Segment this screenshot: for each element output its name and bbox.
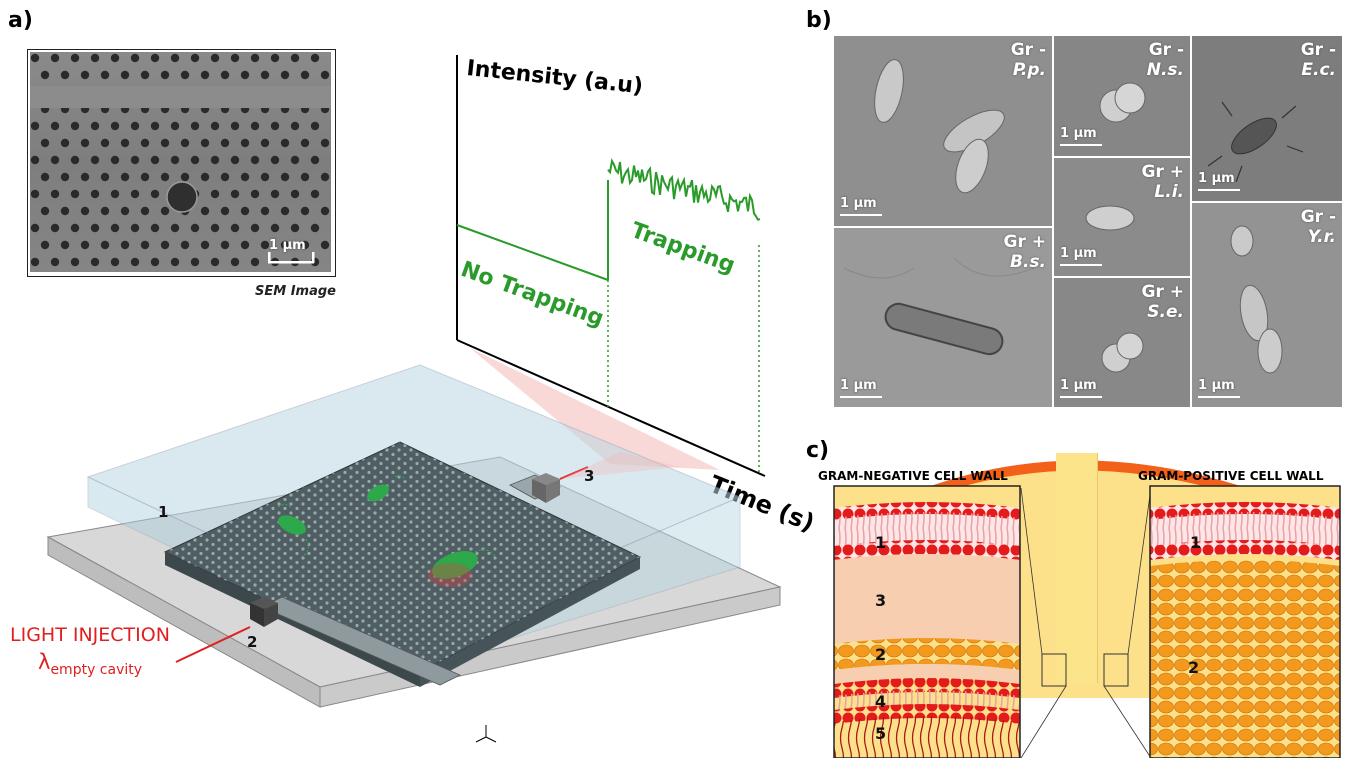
sem-scale-label: 1 μm [269,238,306,253]
tile-pp-species: P.p. [1012,60,1046,80]
tile-se: Gr + S.e. 1 μm [1054,278,1190,407]
tile-bs-gram: Gr + [1003,232,1047,252]
tile-ec-label: Gr - E.c. [1301,40,1336,80]
panel-c-label: c) [806,438,830,463]
tile-li-label: Gr + L.i. [1142,162,1185,202]
tile-pp-scalebar [840,214,882,216]
tile-ns-species: N.s. [1146,60,1184,80]
tile-li-scale: 1 μm [1060,246,1097,261]
tile-yr-scale: 1 μm [1198,378,1235,393]
tile-pp-gram: Gr - [1010,40,1046,60]
output-line [559,466,589,480]
gp-layer-2: 2 [1188,658,1200,677]
tile-ns: Gr - N.s. 1 μm [1054,36,1190,156]
chip-marker-1: 1 [158,503,169,521]
gn-layer-2: 2 [875,645,887,664]
panel-b-label: b) [806,8,832,33]
tile-se-scalebar [1060,396,1102,398]
tile-se-species: S.e. [1147,302,1184,322]
tile-pp-scale: 1 μm [840,196,877,211]
tile-bs: Gr + B.s. 1 μm [834,228,1052,407]
gram-negative-panel [833,485,1021,758]
sem-image-frame: 1 μm [27,49,336,277]
chip-marker-3: 3 [584,467,595,485]
tile-ec-species: E.c. [1301,60,1336,80]
tile-ns-scalebar [1060,144,1102,146]
lambda-symbol: λ [38,650,51,674]
gn-layer-1: 1 [875,533,887,552]
tile-bs-scale: 1 μm [840,378,877,393]
tile-li: Gr + L.i. 1 μm [1054,158,1190,276]
lambda-subscript: empty cavity [50,662,143,678]
tile-ns-gram: Gr - [1148,40,1184,60]
trace-trapping [607,157,761,221]
x-axis [456,339,766,477]
tile-yr-label: Gr - Y.r. [1301,207,1336,247]
tile-ns-scale: 1 μm [1060,126,1097,141]
tile-bs-species: B.s. [1010,252,1046,272]
trace-no-trapping [456,224,609,281]
tile-ec-scale: 1 μm [1198,171,1235,186]
gram-positive-title: GRAM-POSITIVE CELL WALL [1138,469,1324,483]
tile-pp: Gr - P.p. 1 μm [834,36,1052,226]
chip-marker-2: 2 [247,633,258,651]
gn-layer-3: 3 [875,591,887,610]
tile-yr-species: Y.r. [1307,227,1336,247]
tile-yr-gram: Gr - [1300,207,1336,227]
injection-line [175,626,251,663]
tile-se-scale: 1 μm [1060,378,1097,393]
tile-bs-label: Gr + B.s. [1004,232,1047,272]
bacteria-sem-grid: Gr - P.p. 1 μm Gr - N.s. 1 μm Gr - E.c. 1 μ… [834,36,1342,407]
tile-ec-scalebar [1198,189,1240,191]
lambda-label: λempty cavity [38,650,142,678]
cell-wall-illustration [833,453,1341,758]
gn-layer-4: 4 [875,692,887,711]
tile-li-scalebar [1060,264,1102,266]
gram-positive-panel [1149,485,1341,758]
panel-a-label: a) [8,8,33,33]
sem-caption: SEM Image [255,284,336,299]
tile-li-gram: Gr + [1141,162,1185,182]
light-injection-label: LIGHT INJECTION [10,624,170,646]
chip-illustration [46,364,782,743]
gp-layer-1: 1 [1190,533,1202,552]
tile-yr: Gr - Y.r. 1 μm [1192,203,1342,407]
tile-ec-gram: Gr - [1300,40,1336,60]
tile-se-label: Gr + S.e. [1142,282,1185,322]
tile-se-gram: Gr + [1141,282,1185,302]
tile-yr-scalebar [1198,396,1240,398]
tile-ns-label: Gr - N.s. [1147,40,1184,80]
gn-layer-5: 5 [875,724,887,743]
gram-negative-title: GRAM-NEGATIVE CELL WALL [818,469,1008,483]
tile-pp-label: Gr - P.p. [1011,40,1046,80]
sem-image [30,52,331,272]
tile-ec: Gr - E.c. 1 μm [1192,36,1342,201]
tile-li-species: L.i. [1154,182,1184,202]
intensity-graph [456,55,766,477]
tile-bs-scalebar [840,396,882,398]
